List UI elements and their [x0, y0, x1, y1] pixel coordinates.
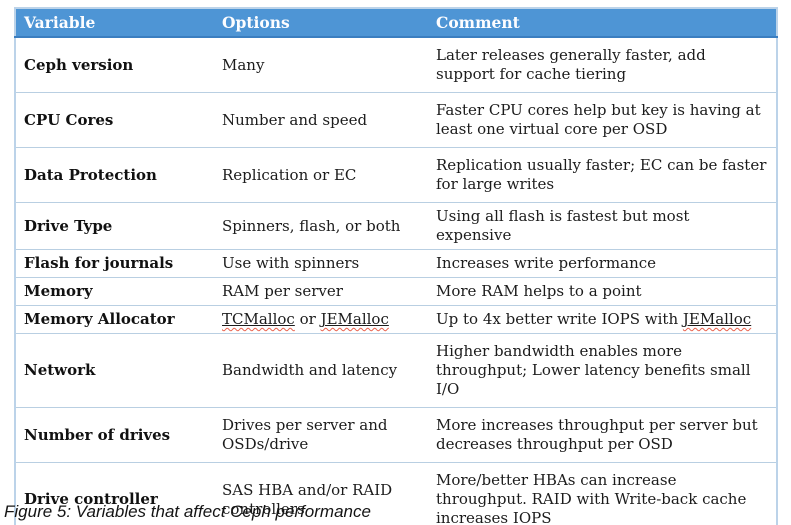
options-cell: Drives per server and OSDs/drive [214, 407, 428, 463]
comment-cell: Higher bandwidth enables more throughput… [428, 333, 777, 408]
comment-cell: Replication usually faster; EC can be fa… [428, 147, 777, 203]
table-row: Ceph version Many Later releases general… [15, 37, 777, 93]
table-row: Memory RAM per server More RAM helps to … [15, 277, 777, 306]
variable-cell: CPU Cores [15, 92, 214, 148]
options-cell: Number and speed [214, 92, 428, 148]
comment-cell: More increases throughput per server but… [428, 407, 777, 463]
table-header-row: Variable Options Comment [15, 8, 777, 38]
options-cell: Use with spinners [214, 249, 428, 278]
column-header-comment: Comment [428, 8, 777, 38]
table-row: Drive Type Spinners, flash, or both Usin… [15, 202, 777, 250]
table-row: Memory Allocator TCMalloc or JEMalloc Up… [15, 305, 777, 334]
comment-cell: More RAM helps to a point [428, 277, 777, 306]
variable-cell: Number of drives [15, 407, 214, 463]
variable-cell: Data Protection [15, 147, 214, 203]
options-cell: Bandwidth and latency [214, 333, 428, 408]
comment-cell: Later releases generally faster, add sup… [436, 46, 706, 83]
variable-cell: Ceph version [24, 55, 134, 74]
options-cell: RAM per server [214, 277, 428, 306]
table-row: Network Bandwidth and latency Higher ban… [15, 333, 777, 408]
comment-cell: Up to 4x better write IOPS with JEMalloc [428, 305, 777, 334]
table-row: Number of drives Drives per server and O… [15, 407, 777, 463]
options-cell: TCMalloc or JEMalloc [214, 305, 428, 334]
comment-cell: Faster CPU cores help but key is having … [428, 92, 777, 148]
column-header-options: Options [214, 8, 428, 38]
table-row: CPU Cores Number and speed Faster CPU co… [15, 92, 777, 148]
variable-cell: Memory Allocator [15, 305, 214, 334]
spellchecked-word: JEMalloc [320, 310, 389, 328]
table-row: Data Protection Replication or EC Replic… [15, 147, 777, 203]
column-header-variable: Variable [15, 8, 214, 38]
options-cell: Replication or EC [214, 147, 428, 203]
figure-caption: Figure 5: Variables that affect Ceph per… [4, 502, 371, 521]
options-cell: Spinners, flash, or both [214, 202, 428, 250]
options-cell: Many [222, 55, 265, 74]
variable-cell: Memory [15, 277, 214, 306]
comment-cell: More/better HBAs can increase throughput… [428, 462, 777, 525]
table-row: Drive controller SAS HBA and/or RAID con… [15, 462, 777, 525]
variables-table: Variable Options Comment Ceph version Ma… [14, 7, 778, 525]
options-text: or [294, 310, 321, 328]
spellchecked-word: JEMalloc [682, 310, 752, 328]
comment-cell: Using all flash is fastest but most expe… [428, 202, 777, 250]
variable-cell: Flash for journals [15, 249, 214, 278]
table-row: Flash for journals Use with spinners Inc… [15, 249, 777, 278]
variable-cell: Drive controller [15, 462, 214, 525]
variable-cell: Drive Type [15, 202, 214, 250]
options-cell: SAS HBA and/or RAID controllers [214, 462, 428, 525]
variable-cell: Network [15, 333, 214, 408]
comment-text: Up to 4x better write IOPS with [436, 310, 683, 328]
spellchecked-word: TCMalloc [222, 310, 295, 328]
comment-cell: Increases write performance [428, 249, 777, 278]
